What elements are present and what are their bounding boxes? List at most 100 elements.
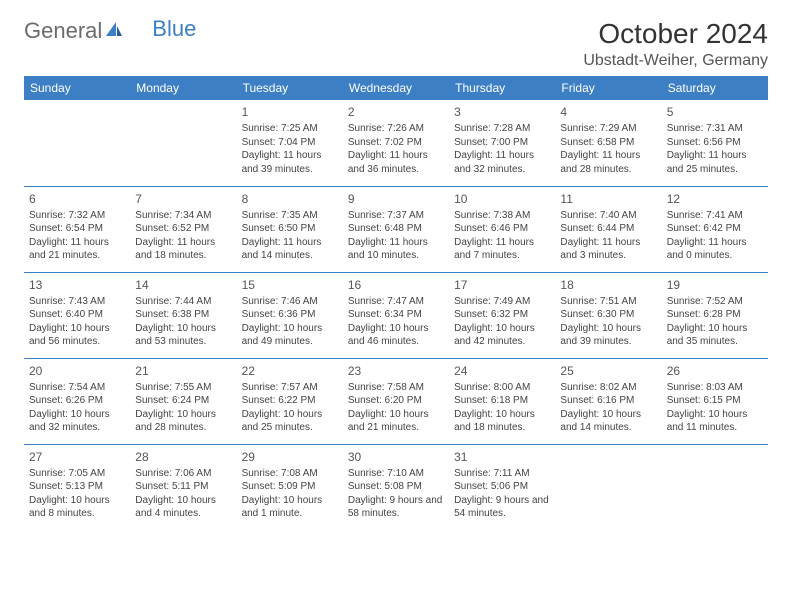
sunrise-text: Sunrise: 7:52 AM	[667, 295, 763, 309]
calendar-cell: 28Sunrise: 7:06 AMSunset: 5:11 PMDayligh…	[130, 444, 236, 530]
day-number: 10	[454, 191, 550, 207]
sunset-text: Sunset: 6:34 PM	[348, 308, 444, 322]
daylight-text: Daylight: 11 hours and 21 minutes.	[29, 236, 125, 263]
day-header: Thursday	[449, 76, 555, 100]
daylight-text: Daylight: 10 hours and 4 minutes.	[135, 494, 231, 521]
calendar-row: 13 Sunrise: 7:43 AMSunset: 6:40 PM Dayligh…	[24, 272, 768, 358]
daylight-text: Daylight: 11 hours and 0 minutes.	[667, 236, 763, 263]
sunrise-text: Sunrise: 8:02 AM	[560, 381, 656, 395]
sail-icon	[104, 18, 124, 44]
sunset-text: Sunset: 6:26 PM	[29, 394, 125, 408]
daylight-text: Daylight: 10 hours and 53 minutes.	[135, 322, 231, 349]
calendar-cell: 27Sunrise: 7:05 AMSunset: 5:13 PMDayligh…	[24, 444, 130, 530]
sunrise-text: Sunrise: 8:00 AM	[454, 381, 550, 395]
calendar-cell: 5Sunrise: 7:31 AMSunset: 6:56 PMDaylight…	[662, 100, 768, 186]
calendar-cell	[662, 444, 768, 530]
day-number: 7	[135, 191, 231, 207]
daylight-text: Daylight: 10 hours and 1 minute.	[242, 494, 338, 521]
daylight-text: Daylight: 10 hours and 11 minutes.	[667, 408, 763, 435]
sunrise-text: Sunrise: 7:26 AM	[348, 122, 444, 136]
calendar-row: 20Sunrise: 7:54 AMSunset: 6:26 PMDayligh…	[24, 358, 768, 444]
sunrise-text: Sunrise: 7:29 AM	[560, 122, 656, 136]
calendar-cell: 24 Sunrise: 8:00 AMSunset: 6:18 PMDayligh…	[449, 358, 555, 444]
sunset-text: Sunset: 6:52 PM	[135, 222, 231, 236]
sunrise-text: Sunrise: 7:43 AM	[29, 295, 125, 309]
day-number: 17	[454, 277, 550, 293]
logo-text-blue: Blue	[152, 16, 196, 42]
day-number: 8	[242, 191, 338, 207]
sunrise-text: Sunrise: 7:57 AM	[242, 381, 338, 395]
daylight-text: Daylight: 9 hours and 54 minutes.	[454, 494, 550, 521]
sunset-text: Sunset: 6:50 PM	[242, 222, 338, 236]
daylight-text: Daylight: 11 hours and 18 minutes.	[135, 236, 231, 263]
logo: General Blue	[24, 18, 196, 44]
daylight-text: Daylight: 11 hours and 28 minutes.	[560, 149, 656, 176]
daylight-text: Daylight: 11 hours and 32 minutes.	[454, 149, 550, 176]
calendar-row: 6Sunrise: 7:32 AMSunset: 6:54 PMDaylight…	[24, 186, 768, 272]
day-number: 2	[348, 104, 444, 120]
day-header: Saturday	[662, 76, 768, 100]
daylight-text: Daylight: 10 hours and 35 minutes.	[667, 322, 763, 349]
sunset-text: Sunset: 6:38 PM	[135, 308, 231, 322]
sunrise-text: Sunrise: 7:40 AM	[560, 209, 656, 223]
calendar-cell: 11Sunrise: 7:40 AMSunset: 6:44 PMDayligh…	[555, 186, 661, 272]
sunrise-text: Sunrise: 7:51 AM	[560, 295, 656, 309]
calendar-cell	[130, 100, 236, 186]
calendar-cell	[24, 100, 130, 186]
day-number: 26	[667, 363, 763, 379]
sunset-text: Sunset: 6:22 PM	[242, 394, 338, 408]
sunrise-text: Sunrise: 7:37 AM	[348, 209, 444, 223]
calendar-cell: 30Sunrise: 7:10 AMSunset: 5:08 PMDayligh…	[343, 444, 449, 530]
calendar-cell: 3Sunrise: 7:28 AMSunset: 7:00 PMDaylight…	[449, 100, 555, 186]
calendar-cell: 19Sunrise: 7:52 AMSunset: 6:28 PMDayligh…	[662, 272, 768, 358]
sunrise-text: Sunrise: 7:11 AM	[454, 467, 550, 481]
calendar-cell: 17Sunrise: 7:49 AMSunset: 6:32 PMDayligh…	[449, 272, 555, 358]
daylight-text: Daylight: 11 hours and 39 minutes.	[242, 149, 338, 176]
sunset-text: Sunset: 6:30 PM	[560, 308, 656, 322]
day-number: 3	[454, 104, 550, 120]
sunset-text: Sunset: 6:18 PM	[454, 394, 550, 408]
sunset-text: Sunset: 5:09 PM	[242, 480, 338, 494]
day-number: 24	[454, 363, 550, 379]
sunset-text: Sunset: 6:48 PM	[348, 222, 444, 236]
sunset-text: Sunset: 5:13 PM	[29, 480, 125, 494]
calendar-cell: 14Sunrise: 7:44 AMSunset: 6:38 PMDayligh…	[130, 272, 236, 358]
calendar-cell: 2Sunrise: 7:26 AMSunset: 7:02 PMDaylight…	[343, 100, 449, 186]
calendar-cell: 4Sunrise: 7:29 AMSunset: 6:58 PMDaylight…	[555, 100, 661, 186]
daylight-text: Daylight: 10 hours and 32 minutes.	[29, 408, 125, 435]
daylight-text: Daylight: 11 hours and 7 minutes.	[454, 236, 550, 263]
calendar-cell: 23Sunrise: 7:58 AMSunset: 6:20 PMDayligh…	[343, 358, 449, 444]
daylight-text: Daylight: 11 hours and 25 minutes.	[667, 149, 763, 176]
calendar-page: General Blue October 2024 Ubstadt-Weiher…	[0, 0, 792, 554]
sunset-text: Sunset: 6:15 PM	[667, 394, 763, 408]
day-header-row: Sunday Monday Tuesday Wednesday Thursday…	[24, 76, 768, 100]
sunset-text: Sunset: 6:32 PM	[454, 308, 550, 322]
daylight-text: Daylight: 10 hours and 18 minutes.	[454, 408, 550, 435]
sunrise-text: Sunrise: 7:46 AM	[242, 295, 338, 309]
day-number: 14	[135, 277, 231, 293]
day-number: 23	[348, 363, 444, 379]
day-number: 12	[667, 191, 763, 207]
calendar-table: Sunday Monday Tuesday Wednesday Thursday…	[24, 76, 768, 530]
day-number: 4	[560, 104, 656, 120]
day-number: 22	[242, 363, 338, 379]
day-number: 9	[348, 191, 444, 207]
day-number: 13	[29, 277, 125, 293]
calendar-cell: 13Sunrise: 7:43 AMSunset: 6:40 PMDayligh…	[24, 272, 130, 358]
sunset-text: Sunset: 6:42 PM	[667, 222, 763, 236]
sunrise-text: Sunrise: 7:49 AM	[454, 295, 550, 309]
sunrise-text: Sunrise: 7:32 AM	[29, 209, 125, 223]
day-number: 6	[29, 191, 125, 207]
sunrise-text: Sunrise: 7:35 AM	[242, 209, 338, 223]
sunrise-text: Sunrise: 7:25 AM	[242, 122, 338, 136]
sunrise-text: Sunrise: 8:03 AM	[667, 381, 763, 395]
day-number: 25	[560, 363, 656, 379]
calendar-cell	[555, 444, 661, 530]
day-number: 1	[242, 104, 338, 120]
calendar-cell: 6Sunrise: 7:32 AMSunset: 6:54 PMDaylight…	[24, 186, 130, 272]
daylight-text: Daylight: 10 hours and 21 minutes.	[348, 408, 444, 435]
sunset-text: Sunset: 6:40 PM	[29, 308, 125, 322]
sunset-text: Sunset: 5:08 PM	[348, 480, 444, 494]
calendar-cell: 1Sunrise: 7:25 AMSunset: 7:04 PMDaylight…	[237, 100, 343, 186]
sunrise-text: Sunrise: 7:06 AM	[135, 467, 231, 481]
